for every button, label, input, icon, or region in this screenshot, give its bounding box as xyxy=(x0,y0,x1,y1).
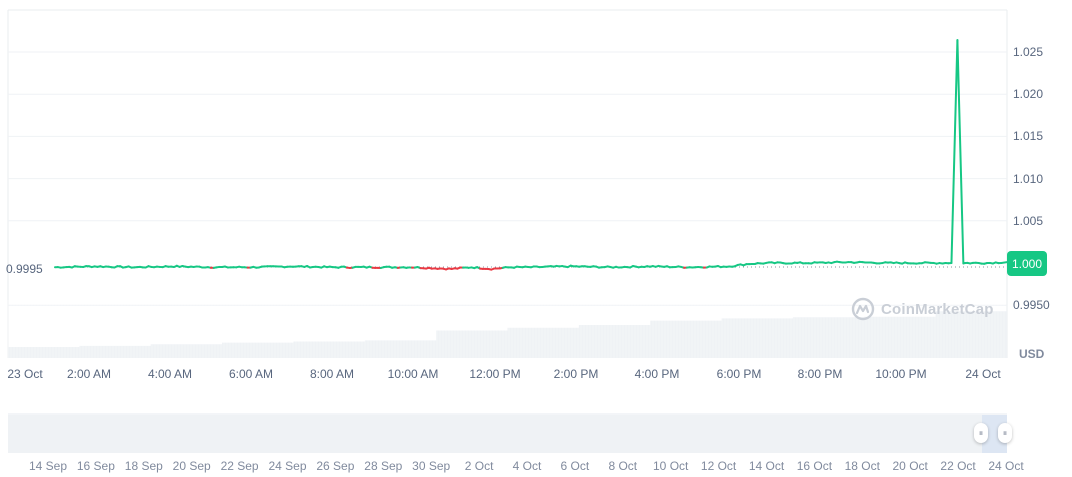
x-tick-label: 23 Oct xyxy=(7,367,43,381)
baseline-value-label: 0.9995 xyxy=(6,262,43,276)
grid-lines xyxy=(7,9,1008,358)
navigator-date-label: 12 Oct xyxy=(700,459,737,473)
x-tick-label: 24 Oct xyxy=(965,367,1001,381)
navigator-date-label: 6 Oct xyxy=(560,459,590,473)
navigator-right-handle[interactable]: ⏸ xyxy=(998,423,1012,443)
navigator-date-label: 2 Oct xyxy=(464,459,494,473)
x-tick-label: 10:00 PM xyxy=(875,367,927,381)
navigator-date-label: 8 Oct xyxy=(608,459,638,473)
navigator-date-label: 24 Sep xyxy=(268,459,307,473)
navigator-date-label: 14 Sep xyxy=(28,459,68,473)
y-tick-label: 1.015 xyxy=(1013,129,1044,144)
navigator-date-label: 30 Sep xyxy=(412,459,451,473)
navigator-date-label: 14 Oct xyxy=(748,459,785,473)
navigator-date-label: 20 Oct xyxy=(892,459,928,473)
x-tick-label: 2:00 PM xyxy=(553,367,599,381)
navigator-track[interactable] xyxy=(8,413,1007,453)
x-tick-label: 8:00 PM xyxy=(797,367,843,381)
current-price-badge: 1.000 xyxy=(1007,251,1047,276)
y-tick-label: 1.025 xyxy=(1013,45,1044,59)
navigator-date-label: 10 Oct xyxy=(653,459,689,473)
y-tick-label: 1.005 xyxy=(1013,213,1044,228)
coinmarketcap-watermark: CoinMarketCap xyxy=(851,297,994,321)
navigator-date-label: 22 Oct xyxy=(940,459,976,473)
y-tick-label: 1.010 xyxy=(1013,171,1044,186)
y-tick-label: 1.020 xyxy=(1013,87,1044,102)
navigator-date-label: 20 Sep xyxy=(172,459,211,473)
volume-area xyxy=(7,300,1007,358)
navigator-date-label: 28 Sep xyxy=(364,459,403,473)
navigator-date-label: 26 Sep xyxy=(316,459,355,473)
navigator-date-label: 4 Oct xyxy=(512,459,542,473)
navigator-date-label: 16 Oct xyxy=(796,459,833,473)
y-tick-label: 0.9950 xyxy=(1013,298,1050,313)
navigator-date-label: 18 Oct xyxy=(844,459,880,473)
coinmarketcap-logo-icon xyxy=(851,297,875,321)
watermark-text: CoinMarketCap xyxy=(881,300,994,318)
x-tick-label: 4:00 AM xyxy=(147,367,193,381)
navigator-date-label: 18 Sep xyxy=(124,459,163,473)
currency-label: USD xyxy=(1019,347,1045,361)
x-tick-label: 6:00 AM xyxy=(228,367,274,381)
navigator-left-handle[interactable]: ⏸ xyxy=(974,423,988,443)
navigator-date-label: 24 Oct xyxy=(988,459,1024,473)
drag-handle-icon: ⏸ xyxy=(1002,427,1008,438)
price-line[interactable] xyxy=(54,39,1008,271)
x-tick-label: 12:00 PM xyxy=(469,367,521,381)
navigator-date-label: 22 Sep xyxy=(220,459,259,473)
x-tick-label: 6:00 PM xyxy=(716,367,762,381)
x-tick-label: 4:00 PM xyxy=(634,367,680,381)
navigator-date-label: 16 Sep xyxy=(76,459,115,473)
drag-handle-icon: ⏸ xyxy=(978,427,984,438)
x-tick-label: 10:00 AM xyxy=(387,367,439,381)
x-tick-label: 8:00 AM xyxy=(309,367,355,381)
x-tick-label: 2:00 AM xyxy=(66,367,112,381)
